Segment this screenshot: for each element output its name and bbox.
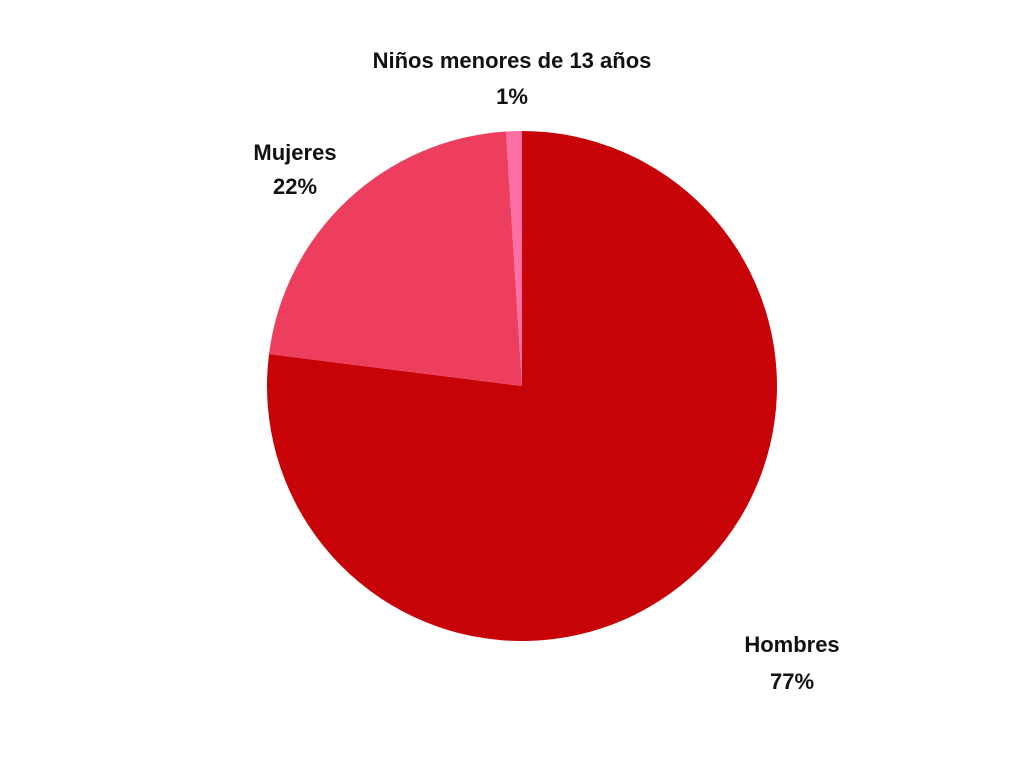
slice-value-ninos-menores-de-13-anos: 1% — [496, 84, 528, 109]
pie-slice-hombres — [266, 131, 777, 641]
pie-slice-ninos-menores-de-13-anos — [505, 131, 522, 386]
pie-labels: Hombres 77% Mujeres 22% Niños menores de 13 … — [253, 48, 839, 694]
pie-slice-mujeres — [269, 131, 522, 386]
slice-value-mujeres: 22% — [273, 174, 317, 199]
slice-label-ninos-menores-de-13-anos: Niños menores de 13 años — [373, 48, 652, 73]
slice-label-hombres: Hombres — [744, 632, 839, 657]
slice-label-mujeres: Mujeres — [253, 140, 336, 165]
slice-value-hombres: 77% — [770, 669, 814, 694]
pie-slices — [266, 131, 777, 641]
